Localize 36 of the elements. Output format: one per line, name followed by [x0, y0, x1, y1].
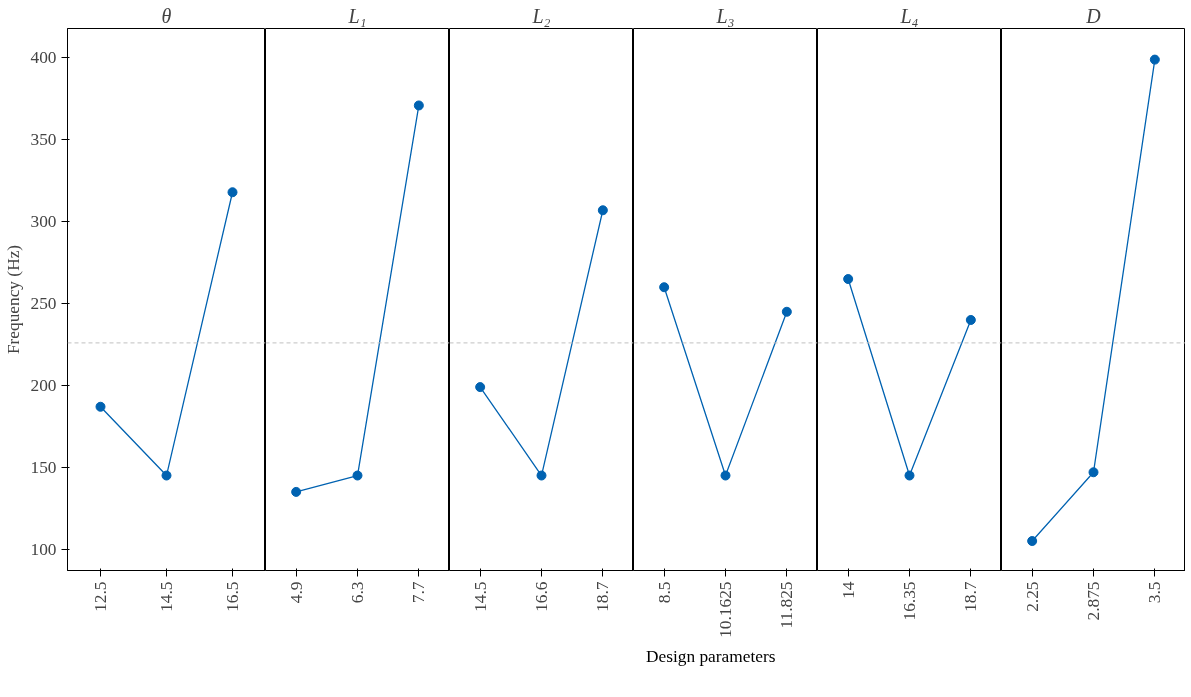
- x-tick-label: 4.9: [286, 581, 306, 604]
- x-tick-label: 2.875: [1084, 581, 1103, 621]
- x-tick-label: 16.35: [900, 581, 919, 621]
- x-tick-label: 7.7: [409, 581, 429, 604]
- y-tick-label: 150: [30, 457, 57, 477]
- y-tick-label: 200: [30, 375, 57, 395]
- x-tick-label: 10.1625: [716, 581, 735, 638]
- chart-title: L₄: [899, 4, 919, 27]
- x-tick-label: 16.6: [532, 581, 551, 612]
- point: [227, 187, 238, 198]
- x-tick-label: 6.3: [348, 581, 367, 604]
- x-tick-label: 11.825: [777, 581, 797, 629]
- x-tick-label: 14.5: [157, 581, 176, 612]
- chart-title: L₃: [715, 4, 735, 27]
- x-tick-label: 3.5: [1145, 581, 1165, 604]
- y-axis-title: Frequency (Hz): [3, 244, 23, 355]
- chart-title: L₂: [531, 4, 551, 27]
- x-tick-label: 8.5: [654, 581, 674, 604]
- x-tick-label: 14.5: [470, 581, 490, 612]
- y-tick-label: 250: [30, 294, 57, 314]
- x-tick-label: 14: [838, 581, 858, 599]
- x-tick-label: 2.25: [1022, 581, 1042, 612]
- chart-title: L₁: [347, 4, 367, 27]
- x-axis-title: Design parameters: [646, 646, 776, 668]
- chart-title: θ: [161, 4, 172, 27]
- y-tick-label: 400: [30, 48, 57, 68]
- x-tick-label: 12.5: [91, 581, 110, 612]
- y-tick-label: 300: [30, 212, 57, 232]
- x-tick-label: 18.7: [961, 581, 981, 612]
- chart-title: D: [1085, 4, 1102, 27]
- x-tick-label: 16.5: [223, 581, 242, 612]
- y-tick-label: 100: [30, 539, 57, 559]
- y-tick-label: 350: [30, 130, 57, 150]
- x-tick-label: 18.7: [593, 581, 613, 612]
- point: [95, 401, 106, 412]
- point: [161, 470, 172, 481]
